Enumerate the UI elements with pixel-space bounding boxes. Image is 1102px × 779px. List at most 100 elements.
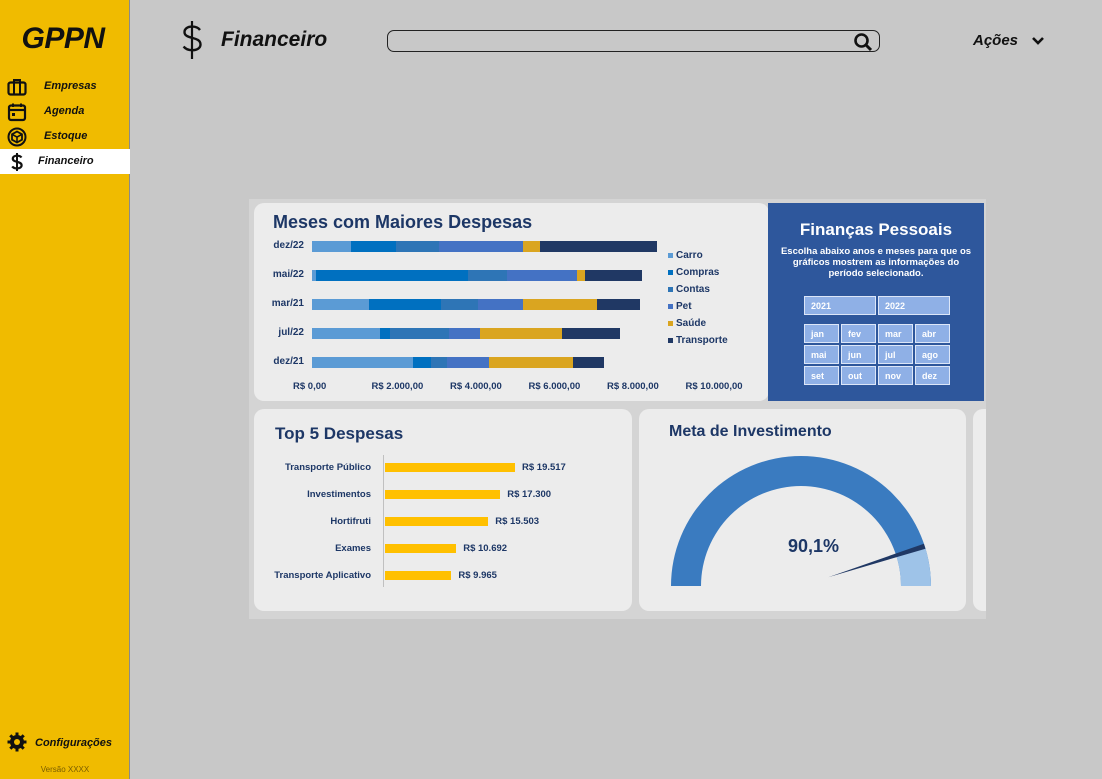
bar-segment-contas [396, 241, 439, 252]
search-icon[interactable] [853, 32, 873, 52]
top5-panel: Top 5 Despesas Transporte Público R$ 19.5… [254, 409, 632, 611]
actions-menu[interactable]: Ações [973, 32, 1018, 49]
bar-segment-transporte [573, 357, 604, 368]
bar-segment-transporte [597, 299, 640, 310]
settings-label: Configurações [35, 737, 112, 749]
sidebar-item-label: Estoque [44, 130, 87, 142]
year-2022-button[interactable]: 2022 [878, 296, 950, 315]
bar-segment-saúde [523, 299, 597, 310]
top5-bar [385, 490, 500, 499]
bar-segment-saúde [489, 357, 573, 368]
month-label: mai/22 [254, 269, 304, 280]
top5-label: Exames [251, 543, 371, 554]
bar-segment-contas [468, 270, 507, 281]
sidebar-item-financeiro[interactable]: Financeiro [0, 149, 130, 174]
top5-label: Hortifruti [251, 516, 371, 527]
financas-subtitle: Escolha abaixo anos e meses para que os … [780, 246, 972, 279]
search-input[interactable] [387, 30, 880, 52]
bar-segment-compras [316, 270, 468, 281]
legend-swatch [668, 321, 673, 326]
top5-value: R$ 9.965 [458, 570, 497, 581]
briefcase-icon [7, 77, 27, 97]
top5-bar [385, 571, 451, 580]
legend-label: Transporte [676, 335, 728, 346]
month-button-mai[interactable]: mai [804, 345, 839, 364]
bar-segment-contas [431, 357, 447, 368]
bar-segment-contas [390, 328, 449, 339]
x-tick-label: R$ 0,00 [293, 381, 326, 392]
bar-segment-saúde [577, 270, 585, 281]
bar-segment-compras [351, 241, 396, 252]
legend-item: Transporte [668, 335, 728, 346]
top5-value: R$ 15.503 [495, 516, 539, 527]
gear-icon [7, 732, 27, 752]
month-button-jun[interactable]: jun [841, 345, 876, 364]
sidebar-item-agenda[interactable]: Agenda [0, 99, 130, 124]
month-button-abr[interactable]: abr [915, 324, 950, 343]
legend-swatch [668, 270, 673, 275]
x-tick-label: R$ 6.000,00 [529, 381, 581, 392]
page-title: Financeiro [221, 28, 327, 52]
bar-segment-pet [447, 357, 490, 368]
legend-label: Contas [676, 284, 710, 295]
x-tick-label: R$ 4.000,00 [450, 381, 502, 392]
bar-segment-pet [478, 299, 523, 310]
top5-value: R$ 19.517 [522, 462, 566, 473]
sidebar-item-label: Agenda [44, 105, 84, 117]
legend-label: Saúde [676, 318, 706, 329]
meta-panel: Meta de Investimento 90,1% [639, 409, 966, 611]
bar-segment-transporte [585, 270, 642, 281]
sidebar-item-label: Financeiro [38, 155, 94, 167]
settings-button[interactable]: Configurações [0, 732, 130, 754]
gauge-value: 90,1% [788, 536, 839, 557]
top5-value: R$ 17.300 [507, 489, 551, 500]
bar-segment-carro [312, 357, 413, 368]
bar-segment-transporte [540, 241, 657, 252]
dollar-icon [7, 152, 27, 172]
month-label: dez/22 [254, 240, 304, 251]
bar-segment-transporte [562, 328, 621, 339]
month-button-jan[interactable]: jan [804, 324, 839, 343]
chevron-down-icon[interactable] [1031, 34, 1045, 48]
bar-segment-pet [439, 241, 523, 252]
month-button-ago[interactable]: ago [915, 345, 950, 364]
sidebar-item-estoque[interactable]: Estoque [0, 124, 130, 149]
month-button-set[interactable]: set [804, 366, 839, 385]
top5-axis [383, 455, 384, 587]
financas-panel: Finanças Pessoais Escolha abaixo anos e … [768, 203, 984, 401]
x-tick-label: R$ 10.000,00 [686, 381, 743, 392]
bar-segment-compras [380, 328, 390, 339]
legend-item: Saúde [668, 318, 706, 329]
month-button-dez[interactable]: dez [915, 366, 950, 385]
top5-label: Transporte Público [251, 462, 371, 473]
top5-value: R$ 10.692 [463, 543, 507, 554]
month-button-mar[interactable]: mar [878, 324, 913, 343]
month-button-fev[interactable]: fev [841, 324, 876, 343]
top5-bar [385, 463, 515, 472]
legend-item: Pet [668, 301, 692, 312]
bar-segment-carro [312, 241, 351, 252]
top5-label: Transporte Aplicativo [251, 570, 371, 581]
x-tick-label: R$ 2.000,00 [372, 381, 424, 392]
legend-swatch [668, 304, 673, 309]
bar-segment-saúde [480, 328, 562, 339]
dollar-icon [178, 20, 206, 60]
month-label: jul/22 [254, 327, 304, 338]
version-label: Versão XXXX [0, 765, 130, 774]
sidebar-item-empresas[interactable]: Empresas [0, 74, 130, 99]
bar-segment-compras [413, 357, 431, 368]
despesas-panel: Meses com Maiores Despesas dez/22 mai/22 m… [254, 203, 769, 401]
gauge-track [671, 456, 931, 586]
app-logo[interactable]: GPPN [0, 22, 126, 56]
legend-label: Compras [676, 267, 719, 278]
bar-segment-carro [312, 328, 380, 339]
despesas-title: Meses com Maiores Despesas [273, 212, 532, 233]
month-button-nov[interactable]: nov [878, 366, 913, 385]
month-button-out[interactable]: out [841, 366, 876, 385]
year-2021-button[interactable]: 2021 [804, 296, 876, 315]
x-tick-label: R$ 8.000,00 [607, 381, 659, 392]
legend-label: Carro [676, 250, 703, 261]
month-button-jul[interactable]: jul [878, 345, 913, 364]
top5-label: Investimentos [251, 489, 371, 500]
top5-title: Top 5 Despesas [275, 424, 403, 444]
